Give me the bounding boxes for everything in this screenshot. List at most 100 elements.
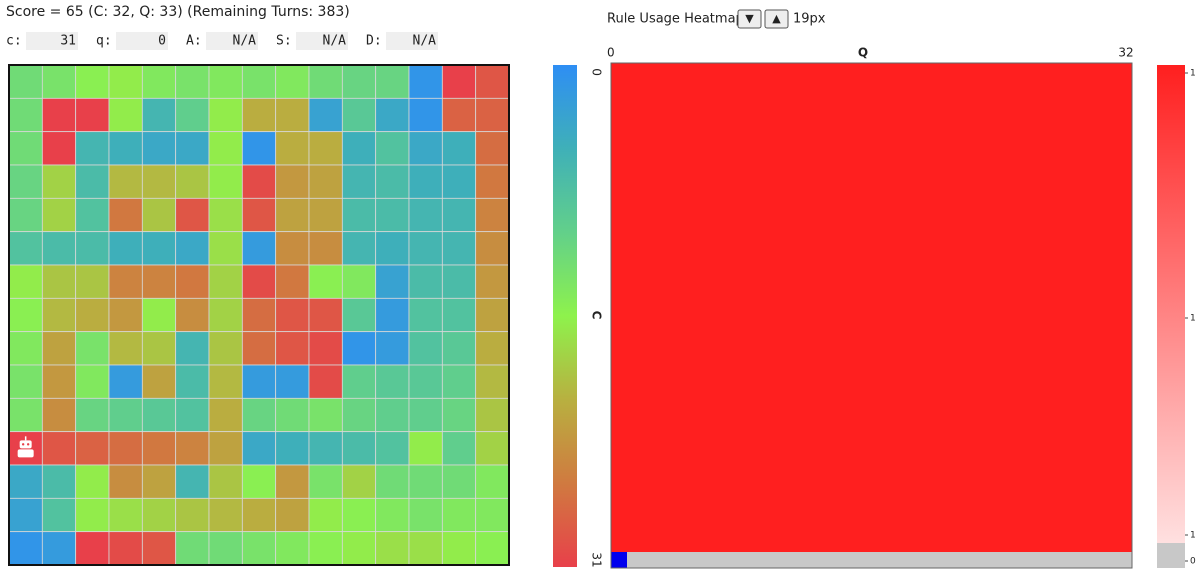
grid-cell [308,364,343,399]
field-box [386,32,438,50]
grid-cell [408,97,443,133]
grid-cell [141,264,177,299]
grid-cell [241,331,277,366]
grid-cell [41,297,77,333]
grid-cell [208,331,243,366]
field-box [296,32,348,50]
grid-cell [275,397,310,433]
grid-cell [308,197,343,233]
grid-cell [108,131,143,166]
grid-cell [441,131,477,166]
grid-cell [108,197,143,233]
grid-cell [408,531,443,566]
grid-cell [441,297,477,333]
field-value: 0 [158,34,166,49]
grid-cell [8,397,43,433]
grid-cell [141,331,177,366]
grid-cell [75,331,110,366]
robot-body [17,449,34,458]
down-button-label[interactable]: ▼ [745,12,754,25]
grid-cell [175,364,210,399]
grid-cell [241,431,277,466]
grid-cell [75,64,110,99]
heatmap-unused [611,552,1132,568]
grid-cell [341,464,377,499]
colorbar-max: 31 [590,552,604,567]
grid-cell [8,97,43,133]
grid-cell [408,497,443,533]
field-label: D: [366,34,382,49]
grid-cell [275,197,310,233]
grid-cell [441,497,477,533]
grid-cell [8,164,43,199]
down-button[interactable] [737,9,762,29]
grid-cell [41,64,77,99]
grid-cell [375,397,410,433]
grid-cell [475,497,510,533]
grid-cell [308,97,343,133]
grid-cell [441,331,477,366]
legend-tick-label: 1 [1190,69,1196,79]
grid-cell [308,264,343,299]
grid-cell [108,397,143,433]
grid-cell [8,64,43,99]
grid-cell [308,64,343,99]
grid-cell [141,197,177,233]
colorbar-min: 0 [590,68,604,76]
grid-cell [41,164,77,199]
grid-cell [75,397,110,433]
grid-cell [308,131,343,166]
grid-cell [208,64,243,99]
grid-cell [175,97,210,133]
grid-cell [75,264,110,299]
grid-cell [441,364,477,399]
grid-cell [141,464,177,499]
grid-cell [108,531,143,566]
up-button[interactable] [764,9,789,29]
grid-cell [375,364,410,399]
grid-cell [8,531,43,566]
grid-cell [108,297,143,333]
grid-cell [41,264,77,299]
colorbar [553,65,577,567]
legend-tick-label: 1 [1190,314,1196,324]
grid-cell [475,364,510,399]
grid-cell [208,464,243,499]
grid-cell [275,231,310,266]
grid-cell [375,531,410,566]
grid-cell [441,431,477,466]
grid-cell [241,131,277,166]
grid-cell [441,397,477,433]
up-button-label[interactable]: ▲ [772,12,781,25]
field-label: q: [96,34,112,49]
grid-cell [441,97,477,133]
grid-cell [41,131,77,166]
grid-cell [208,397,243,433]
grid-cell [308,231,343,266]
x-max-label: 32 [1118,46,1133,60]
grid-cell [75,531,110,566]
grid-cell [275,331,310,366]
grid-cell [141,164,177,199]
field-label: A: [186,34,202,49]
grid-cell [275,64,310,99]
grid-cell [208,197,243,233]
grid-cell [8,231,43,266]
grid-cell [408,164,443,199]
grid-cell [341,231,377,266]
grid-cell [308,331,343,366]
grid-cell [141,131,177,166]
grid-cell [308,164,343,199]
grid-cell [208,431,243,466]
grid-cell [441,464,477,499]
grid-cell [341,531,377,566]
grid-cell [8,464,43,499]
grid-cell [341,97,377,133]
grid-cell [441,64,477,99]
grid-cell [475,431,510,466]
grid-cell [341,431,377,466]
grid-cell [141,231,177,266]
grid-cell [275,431,310,466]
grid-cell [341,297,377,333]
grid-cell [75,164,110,199]
